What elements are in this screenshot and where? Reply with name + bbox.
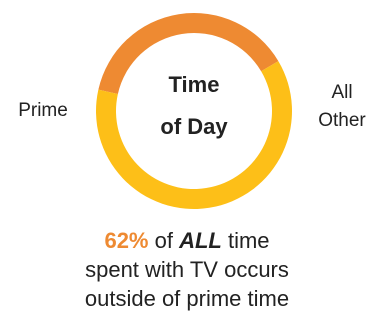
caption-word2: time: [221, 228, 270, 253]
caption-percent: 62%: [104, 228, 149, 253]
caption-line3: outside of prime time: [84, 286, 290, 311]
caption-word1: of: [148, 228, 180, 253]
caption: 62% of ALL time spent with TV occurs out…: [0, 226, 374, 313]
donut-slices: [96, 13, 292, 210]
caption-line1: 62% of ALL time: [0, 226, 374, 255]
slice-label-other-line1: All: [331, 82, 352, 103]
slice-label-other-line2: Other: [318, 110, 366, 131]
slice-all-other: [96, 61, 292, 210]
caption-line2: spent with TV occurs: [85, 257, 289, 282]
slice-label-prime: Prime: [18, 100, 68, 121]
slice-prime: [98, 13, 279, 94]
caption-emphasis: ALL: [179, 228, 222, 253]
center-label-line2: of Day: [160, 114, 228, 139]
center-label-line1: Time: [169, 72, 220, 97]
